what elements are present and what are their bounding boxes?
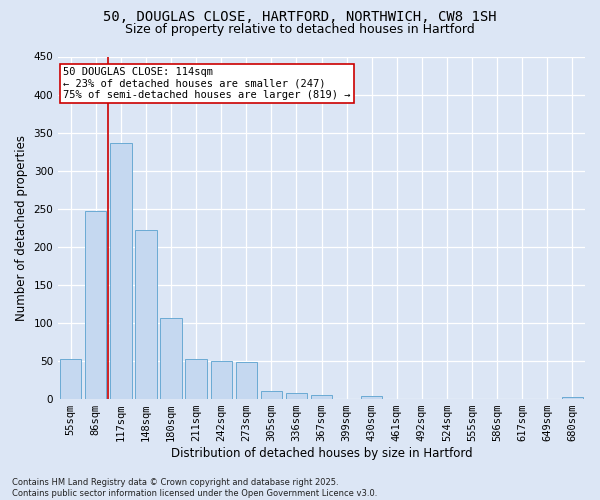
Bar — [136, 230, 157, 399]
Bar — [361, 396, 382, 399]
Y-axis label: Number of detached properties: Number of detached properties — [15, 135, 28, 321]
Bar — [85, 211, 106, 399]
Bar — [185, 358, 207, 399]
Text: 50 DOUGLAS CLOSE: 114sqm
← 23% of detached houses are smaller (247)
75% of semi-: 50 DOUGLAS CLOSE: 114sqm ← 23% of detach… — [64, 67, 351, 100]
Bar — [562, 397, 583, 399]
Text: Size of property relative to detached houses in Hartford: Size of property relative to detached ho… — [125, 22, 475, 36]
Bar — [160, 318, 182, 399]
Bar — [110, 144, 131, 399]
X-axis label: Distribution of detached houses by size in Hartford: Distribution of detached houses by size … — [171, 447, 472, 460]
Bar — [211, 361, 232, 399]
Bar — [236, 362, 257, 399]
Text: Contains HM Land Registry data © Crown copyright and database right 2025.
Contai: Contains HM Land Registry data © Crown c… — [12, 478, 377, 498]
Bar — [286, 393, 307, 399]
Bar — [311, 394, 332, 399]
Text: 50, DOUGLAS CLOSE, HARTFORD, NORTHWICH, CW8 1SH: 50, DOUGLAS CLOSE, HARTFORD, NORTHWICH, … — [103, 10, 497, 24]
Bar — [60, 358, 82, 399]
Bar — [261, 392, 282, 399]
